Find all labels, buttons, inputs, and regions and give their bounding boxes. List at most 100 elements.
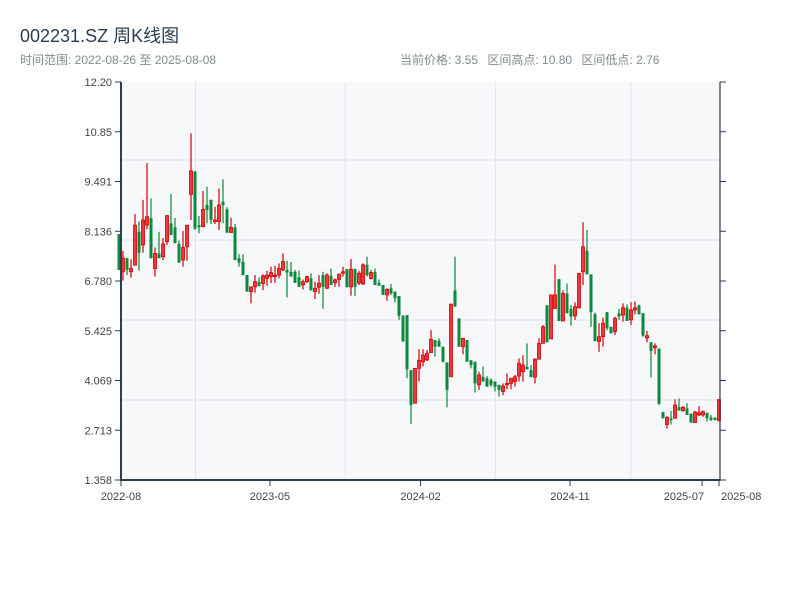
candle-body — [533, 358, 537, 378]
candle-body — [437, 340, 441, 347]
candle — [153, 247, 157, 277]
candle — [133, 214, 137, 266]
candle-body — [297, 277, 301, 287]
candle — [529, 365, 533, 378]
candle-body — [649, 342, 653, 352]
candle-body — [501, 385, 505, 392]
candle — [161, 238, 165, 261]
candle-body — [633, 307, 637, 311]
candle — [277, 263, 281, 279]
range-high: 区间高点: 10.80 — [487, 53, 573, 67]
candle — [393, 291, 397, 303]
x-tick-label: 2025-07 — [664, 491, 704, 503]
candle — [513, 374, 517, 387]
y-tick-label: 12.20 — [84, 77, 112, 89]
candle-body — [429, 338, 433, 353]
candle — [713, 417, 717, 421]
candle-body — [661, 412, 665, 419]
candle-body — [217, 204, 221, 222]
candle — [141, 199, 145, 253]
y-tick-label: 9.491 — [84, 177, 112, 189]
candle — [573, 302, 577, 320]
candle — [357, 270, 361, 286]
candle — [585, 229, 589, 275]
candle — [385, 288, 389, 301]
candle — [185, 224, 189, 261]
candle-body — [241, 261, 245, 276]
candle-body — [601, 322, 605, 338]
candle-body — [249, 286, 253, 293]
axes: 12.20 10.85 9.491 8.136 6.780 5.425 4.069 2.713… — [84, 77, 761, 503]
chart-title: 002231.SZ 周K线图 — [20, 26, 180, 46]
candle-body — [329, 275, 333, 286]
candle — [157, 231, 161, 259]
candle — [473, 361, 477, 393]
candle — [449, 303, 453, 378]
candle-body — [233, 227, 237, 261]
candle — [125, 257, 129, 276]
candle-body — [169, 223, 173, 236]
y-tick-label: 4.069 — [84, 376, 112, 388]
candle-body — [461, 337, 465, 348]
candle — [673, 399, 677, 419]
candle — [517, 358, 521, 382]
candle-body — [457, 318, 461, 347]
candle-body — [613, 318, 617, 333]
candle — [425, 349, 429, 361]
candle-body — [525, 366, 529, 370]
candle — [537, 338, 541, 360]
candle — [533, 358, 537, 384]
candle — [445, 362, 449, 408]
candle — [625, 304, 629, 321]
candle — [401, 315, 405, 342]
candle — [525, 343, 529, 370]
candle — [505, 373, 509, 390]
candle — [297, 270, 301, 287]
candle-body — [417, 359, 421, 369]
candle-body — [369, 272, 373, 279]
candle-body — [393, 291, 397, 299]
candle-body — [405, 315, 409, 370]
candle — [697, 406, 701, 417]
candle-body — [641, 313, 645, 336]
candle-body — [281, 261, 285, 271]
candle — [405, 315, 409, 379]
candle-body — [397, 296, 401, 316]
candle — [149, 198, 153, 259]
candle-body — [433, 340, 437, 347]
candle-body — [465, 340, 469, 362]
candle — [165, 214, 169, 245]
candle-body — [273, 274, 277, 277]
candle-body — [245, 275, 249, 292]
candle-body — [309, 278, 313, 291]
candle-body — [289, 271, 293, 277]
candle — [669, 410, 673, 425]
candle-body — [625, 307, 629, 321]
candle — [117, 233, 121, 270]
candle-body — [577, 272, 581, 309]
candle-body — [665, 417, 669, 425]
candle-body — [301, 281, 305, 286]
candle — [197, 215, 201, 234]
candle-body — [125, 258, 129, 270]
candle-body — [129, 268, 133, 273]
candle — [637, 304, 641, 315]
candle-body — [157, 253, 161, 259]
candle-body — [617, 313, 621, 317]
candle-body — [381, 285, 385, 295]
candle-body — [541, 326, 545, 344]
candle — [437, 338, 441, 347]
candle — [657, 348, 661, 406]
candle — [453, 256, 457, 307]
candle — [189, 133, 193, 221]
candle-body — [313, 287, 317, 293]
candle — [501, 383, 505, 396]
candle — [465, 340, 469, 362]
candle-body — [645, 335, 649, 339]
candle-body — [173, 227, 177, 244]
candle — [677, 398, 681, 411]
candle-body — [237, 258, 241, 263]
candle-body — [425, 352, 429, 361]
candle — [225, 207, 229, 234]
candle — [509, 377, 513, 390]
